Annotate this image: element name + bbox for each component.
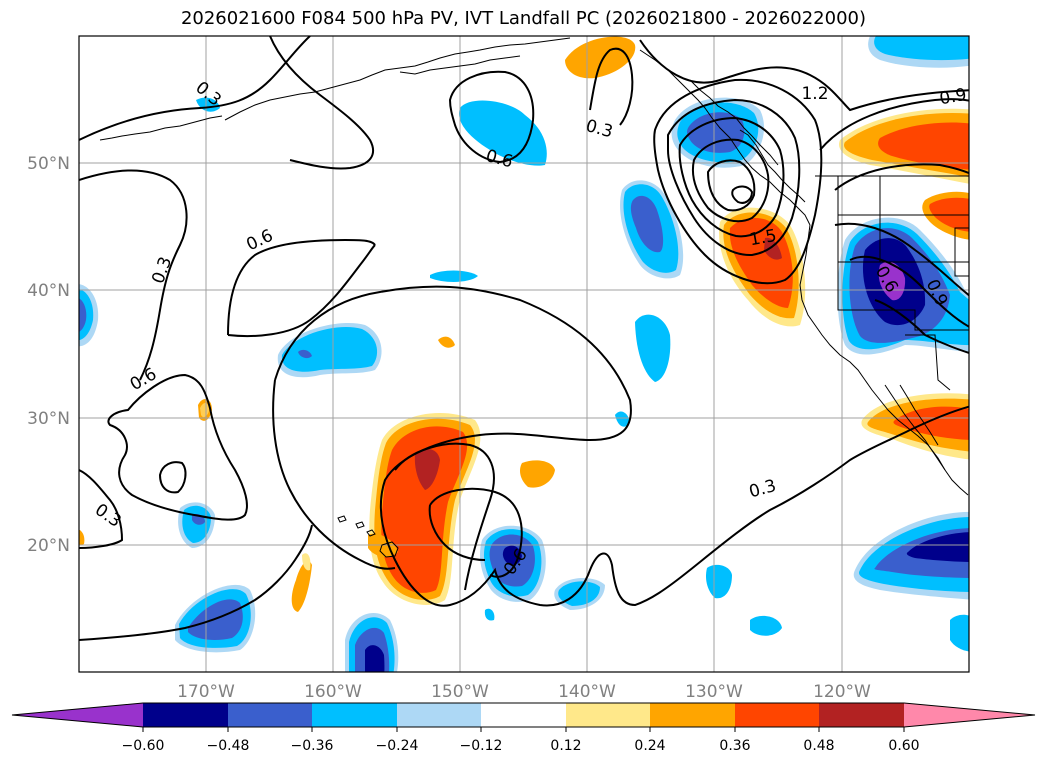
colorbar-segment [650, 703, 735, 727]
state-borders [837, 176, 969, 331]
anomaly-midwest-negative [277, 323, 382, 378]
anomaly-farwest-negative [79, 284, 99, 347]
contour-0.6 [394, 442, 495, 591]
colorbar-segment [481, 703, 566, 727]
lon-label: 120°W [813, 682, 871, 702]
colorbar-extend-low [12, 703, 143, 727]
colorbar-tick-label: 0.36 [719, 738, 750, 754]
graticule [79, 36, 969, 672]
contour-label: 1.2 [801, 84, 828, 104]
lat-label: 20°N [27, 536, 70, 556]
lat-label: 30°N [27, 409, 70, 429]
contour-label: 0.9 [938, 85, 968, 109]
contour-west-loop [107, 373, 248, 521]
contour-0.3 [274, 285, 969, 607]
anomaly-north-positive [565, 36, 636, 79]
colorbar-ticks [142, 727, 905, 732]
colorbar-tick-label: −0.48 [207, 738, 250, 754]
colorbar-tick-label: −0.60 [122, 738, 165, 754]
lat-label: 50°N [27, 154, 70, 174]
colorbar-segment [819, 703, 904, 727]
anomaly-small-positive [291, 560, 312, 612]
contour-west-0.6 [227, 238, 376, 336]
colorbar: −0.60 −0.48 −0.36 −0.24 −0.12 0.12 0.24 … [11, 702, 1036, 754]
lon-label: 130°W [685, 682, 743, 702]
contour-north-loop [448, 70, 535, 164]
alaska-panhandle-coast [639, 49, 811, 226]
map-frame [78, 35, 970, 673]
colorbar-tick-label: 0.24 [634, 738, 665, 754]
colorbar-tick-label: −0.24 [376, 738, 419, 754]
colorbar-tick-label: −0.12 [460, 738, 503, 754]
lat-label: 40°N [27, 281, 70, 301]
anomaly-topright-negative [868, 36, 969, 68]
alaska-peninsula [224, 37, 571, 121]
map-title: 2026021600 F084 500 hPa PV, IVT Landfall… [180, 8, 867, 29]
colorbar-segment [228, 703, 312, 727]
colorbar-segment [397, 703, 481, 727]
lon-label: 150°W [431, 682, 489, 702]
colorbar-segment [566, 703, 650, 727]
lon-label: 160°W [304, 682, 362, 702]
contour-label: 1.5 [748, 226, 778, 250]
pv-contours [79, 36, 969, 641]
anomaly-southeast-negative [853, 512, 969, 652]
contour-ring-0.9 [653, 78, 823, 285]
colorbar-segment [143, 703, 228, 727]
contour-upper-right [639, 39, 969, 112]
lon-label: 170°W [177, 682, 235, 702]
anomaly-north-negative [459, 100, 547, 166]
us-west-coast [799, 224, 969, 496]
lon-label: 140°W [558, 682, 616, 702]
lat-tick-labels: 20°N 30°N 40°N 50°N [27, 154, 70, 556]
colorbar-segment [312, 703, 397, 727]
colorbar-tick-label: 0.48 [803, 738, 834, 754]
anomaly-mid-negative [620, 180, 684, 382]
colorbar-tick-label: −0.36 [291, 738, 334, 754]
contour-east [834, 222, 969, 297]
lon-tick-labels: 170°W 160°W 150°W 140°W 130°W 120°W [177, 682, 871, 702]
contour-center [731, 185, 754, 204]
contour-ring-1.2 [667, 98, 801, 257]
colorbar-segment [735, 703, 819, 727]
colorbar-tick-label: 0.60 [888, 738, 919, 754]
aleutian-islands [99, 115, 223, 141]
contour-ring-1.5 [678, 116, 785, 238]
colorbar-tick-label: 0.12 [550, 738, 581, 754]
colorbar-extend-high [904, 703, 1035, 727]
hawaii-big-island [379, 541, 399, 558]
